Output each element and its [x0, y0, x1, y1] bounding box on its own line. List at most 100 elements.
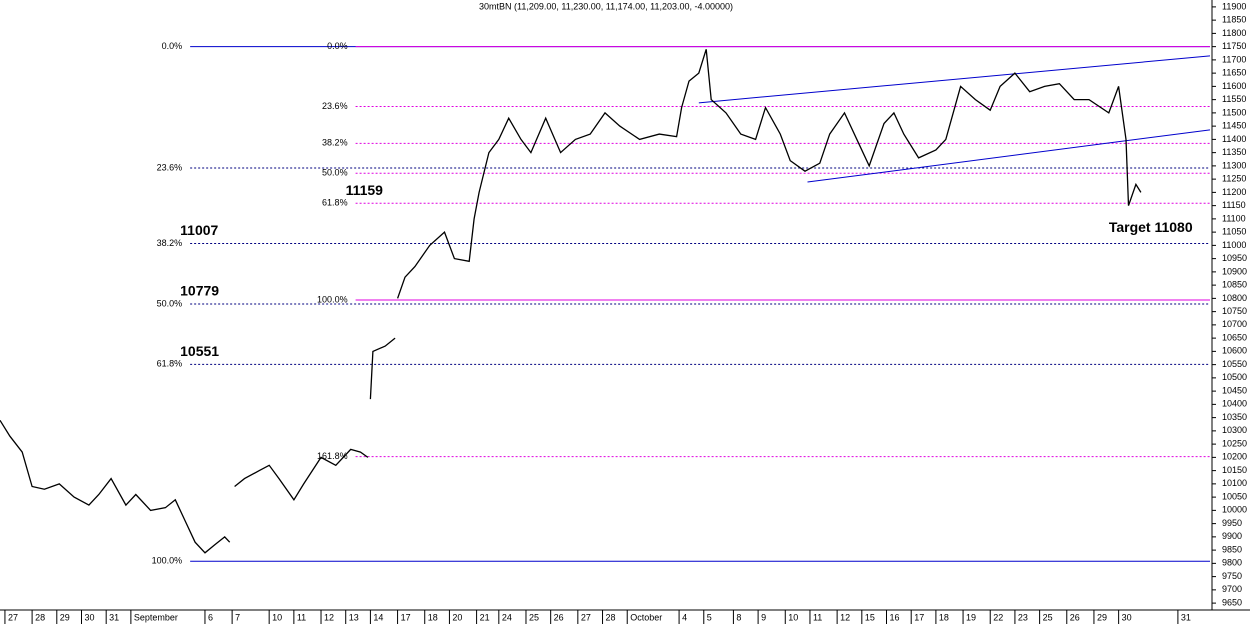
x-tick-label: 27	[8, 612, 18, 622]
x-tick-label: 17	[914, 612, 924, 622]
x-tick-label: 12	[324, 612, 334, 622]
y-tick-label: 10600	[1222, 346, 1247, 356]
x-tick-label: September	[134, 612, 178, 622]
y-tick-label: 10250	[1222, 438, 1247, 448]
fib-value-label: 11159	[346, 182, 384, 198]
fib-label: 61.8%	[157, 359, 183, 369]
chart-title: 30mtBN (11,209.00, 11,230.00, 11,174.00,…	[479, 1, 733, 11]
x-tick-label: 26	[1070, 612, 1080, 622]
y-tick-label: 11500	[1222, 107, 1246, 117]
trendline	[698, 55, 1211, 104]
x-tick-label: 29	[1097, 612, 1107, 622]
fib-label: 161.8%	[317, 451, 348, 461]
x-tick-label: 18	[939, 612, 949, 622]
x-tick-label: 25	[529, 612, 539, 622]
x-tick-label: 17	[401, 612, 411, 622]
fib-label: 0.0%	[327, 41, 348, 51]
y-tick-label: 11650	[1222, 68, 1246, 78]
x-tick-label: 27	[581, 612, 591, 622]
x-tick-label: 23	[1018, 612, 1028, 622]
fib-label: 100.0%	[317, 294, 348, 304]
x-tick-label: 5	[707, 612, 712, 622]
x-tick-label: 10	[788, 612, 798, 622]
x-tick-label: October	[630, 612, 662, 622]
fib-label: 0.0%	[162, 41, 183, 51]
y-tick-label: 11900	[1222, 1, 1246, 11]
fib-value-label: 10551	[180, 343, 219, 359]
fib-label: 50.0%	[322, 168, 348, 178]
y-tick-label: 11550	[1222, 94, 1246, 104]
y-tick-label: 10650	[1222, 332, 1247, 342]
y-tick-label: 10150	[1222, 465, 1247, 475]
x-tick-label: 28	[606, 612, 616, 622]
x-tick-label: 12	[840, 612, 850, 622]
y-tick-label: 9750	[1222, 571, 1242, 581]
y-tick-label: 10550	[1222, 359, 1247, 369]
fib-label: 38.2%	[157, 238, 183, 248]
x-tick-label: 25	[1043, 612, 1053, 622]
fib-value-label: 11007	[180, 222, 218, 238]
x-tick-label: 21	[480, 612, 490, 622]
y-tick-label: 10500	[1222, 372, 1247, 382]
x-tick-label: 11	[813, 612, 822, 622]
y-tick-label: 11300	[1222, 160, 1246, 170]
price-line	[0, 49, 1142, 554]
y-tick-label: 11250	[1222, 174, 1246, 184]
x-tick-label: 6	[208, 612, 213, 622]
y-tick-label: 10400	[1222, 399, 1247, 409]
y-tick-label: 9800	[1222, 558, 1242, 568]
y-tick-label: 11200	[1222, 187, 1246, 197]
x-tick-label: 20	[452, 612, 462, 622]
y-tick-label: 11800	[1222, 28, 1246, 38]
x-tick-label: 14	[373, 612, 383, 622]
x-tick-label: 4	[682, 612, 687, 622]
y-tick-label: 10000	[1222, 505, 1247, 515]
y-tick-label: 10100	[1222, 478, 1247, 488]
y-tick-label: 11450	[1222, 121, 1246, 131]
x-tick-label: 28	[35, 612, 45, 622]
fib-label: 100.0%	[152, 556, 183, 566]
x-tick-label: 31	[109, 612, 119, 622]
y-tick-label: 10750	[1222, 306, 1247, 316]
x-tick-label: 24	[502, 612, 512, 622]
x-tick-label: 7	[235, 612, 240, 622]
x-tick-label: 30	[84, 612, 94, 622]
y-tick-label: 11100	[1222, 213, 1246, 223]
x-tick-label: 9	[761, 612, 766, 622]
x-tick-label: 10	[272, 612, 282, 622]
x-tick-label: 8	[736, 612, 741, 622]
y-tick-label: 11750	[1222, 41, 1246, 51]
x-tick-label: 30	[1122, 612, 1132, 622]
y-tick-label: 10200	[1222, 452, 1247, 462]
x-tick-label: 22	[993, 612, 1003, 622]
x-tick-label: 19	[966, 612, 976, 622]
x-tick-label: 11	[297, 612, 306, 622]
y-tick-label: 10700	[1222, 319, 1247, 329]
trendline	[807, 129, 1211, 183]
y-tick-label: 10450	[1222, 385, 1247, 395]
y-tick-label: 9950	[1222, 518, 1242, 528]
x-tick-label: 15	[865, 612, 875, 622]
x-tick-label: 31	[1181, 612, 1191, 622]
y-tick-label: 9650	[1222, 597, 1242, 607]
y-tick-label: 10900	[1222, 266, 1247, 276]
y-tick-label: 10350	[1222, 412, 1247, 422]
y-tick-label: 11150	[1222, 200, 1246, 210]
y-tick-label: 10050	[1222, 491, 1247, 501]
y-tick-label: 10850	[1222, 280, 1247, 290]
fib-label: 38.2%	[322, 138, 348, 148]
y-tick-label: 10800	[1222, 293, 1247, 303]
x-tick-label: 26	[554, 612, 564, 622]
y-tick-label: 11350	[1222, 147, 1246, 157]
annotation: Target 11080	[1109, 219, 1193, 235]
y-tick-label: 11700	[1222, 54, 1246, 64]
fib-label: 50.0%	[157, 298, 183, 308]
fib-label: 23.6%	[157, 162, 183, 172]
y-tick-label: 9900	[1222, 531, 1242, 541]
x-tick-label: 13	[349, 612, 359, 622]
y-tick-label: 9700	[1222, 584, 1242, 594]
y-tick-label: 11600	[1222, 81, 1246, 91]
